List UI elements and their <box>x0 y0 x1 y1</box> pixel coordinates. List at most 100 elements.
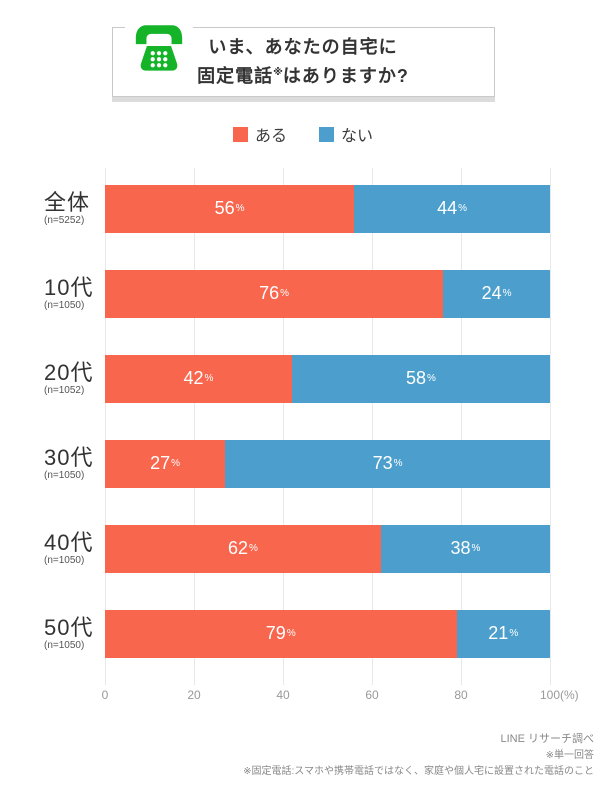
segment-value-unit: % <box>509 628 519 639</box>
category-name: 20代 <box>44 360 94 385</box>
segment-value: 21 <box>488 623 509 643</box>
note-landline-definition: ※固定電話:スマホや携帯電話ではなく、家庭や個人宅に設置された電話のこと <box>243 766 594 777</box>
segment-value: 56 <box>214 198 235 218</box>
category-label: 40代 (n=1050) <box>0 530 105 567</box>
segment-value: 73 <box>372 453 393 473</box>
bar-track: 62% 38% <box>105 524 550 573</box>
segment-value: 76 <box>259 283 280 303</box>
footnote-ref-mark: ※ <box>273 67 283 78</box>
x-tick-label: 40 <box>276 688 290 702</box>
segment-value-unit: % <box>286 628 296 639</box>
segment-value: 79 <box>265 623 286 643</box>
page-title: いま、あなたの自宅に 固定電話※はありますか? <box>197 35 409 89</box>
gridline <box>372 168 373 685</box>
x-axis-unit: (%) <box>560 688 579 702</box>
segment-value-unit: % <box>235 203 245 214</box>
bar-segment-ある: 62% <box>105 524 381 573</box>
segment-value: 44 <box>437 198 458 218</box>
segment-value-unit: % <box>171 458 181 469</box>
gridlines <box>105 168 551 685</box>
sample-size: (n=1050) <box>44 300 85 311</box>
legend-label-aru: ある <box>254 128 287 145</box>
bar-track: 76% 24% <box>105 269 550 318</box>
segment-value-unit: % <box>458 203 468 214</box>
bar-segment-ある: 56% <box>105 184 355 233</box>
gridline <box>283 168 284 685</box>
segment-value-unit: % <box>280 288 290 299</box>
gridline <box>461 168 462 685</box>
bar-rows: 全体 (n=5252) 56% 44% 10代 (n=1050) 76% 24% 20代 (n=1… <box>0 166 606 685</box>
segment-value: 38 <box>450 538 471 558</box>
source-credit: LINE リサーチ調べ <box>500 733 594 745</box>
x-tick-label: 80 <box>454 688 468 702</box>
legend-swatch-nai <box>319 126 334 142</box>
title-box: いま、あなたの自宅に 固定電話※はありますか? <box>111 15 495 97</box>
bar-segment-ない: 44% <box>354 184 550 233</box>
bar-track: 79% 21% <box>105 609 550 658</box>
legend-label-nai: ない <box>341 128 374 145</box>
x-tick-label: 60 <box>365 688 379 702</box>
sample-size: (n=1050) <box>44 555 85 566</box>
gridline <box>194 168 195 685</box>
category-name: 全体 <box>44 190 91 215</box>
bar-track: 42% 58% <box>105 354 550 403</box>
category-name: 10代 <box>44 275 94 300</box>
gridline <box>105 168 106 685</box>
bar-segment-ない: 58% <box>291 354 550 403</box>
bar-track: 56% 44% <box>105 184 550 233</box>
bar-row: 全体 (n=5252) 56% 44% <box>0 166 606 251</box>
x-tick-label: 0 <box>101 688 109 702</box>
bar-segment-ある: 42% <box>105 354 292 403</box>
bar-row: 10代 (n=1050) 76% 24% <box>0 251 606 336</box>
x-tick-label: 20 <box>187 688 201 702</box>
category-label: 50代 (n=1050) <box>0 615 105 652</box>
category-name: 40代 <box>44 530 94 555</box>
legend-swatch-aru <box>232 126 248 142</box>
segment-value: 42 <box>183 368 204 388</box>
segment-value: 58 <box>405 368 426 388</box>
bar-segment-ない: 21% <box>456 609 550 658</box>
category-label: 30代 (n=1050) <box>0 445 105 482</box>
category-name: 50代 <box>44 615 94 640</box>
gridline <box>550 168 551 685</box>
bar-segment-ある: 79% <box>105 609 457 658</box>
page-title-line1: いま、あなたの自宅に <box>208 37 398 57</box>
sample-size: (n=5252) <box>44 215 85 226</box>
bar-track: 27% 73% <box>105 439 550 488</box>
segment-value: 62 <box>227 538 248 558</box>
legend-item-aru: ある <box>232 122 287 146</box>
category-label: 10代 (n=1050) <box>0 275 105 312</box>
bar-segment-ない: 24% <box>443 269 550 318</box>
segment-value-unit: % <box>204 373 214 384</box>
bar-row: 30代 (n=1050) 27% 73% <box>0 421 606 506</box>
footer-notes: LINE リサーチ調べ ※単一回答 ※固定電話:スマホや携帯電話ではなく、家庭や… <box>243 731 594 780</box>
bar-segment-ない: 38% <box>380 524 550 573</box>
bar-segment-ある: 76% <box>105 269 444 318</box>
x-axis: (%) 0 20 40 60 80 100 <box>101 676 579 710</box>
segment-value-unit: % <box>502 288 512 299</box>
bar-row: 40代 (n=1050) 62% 38% <box>0 506 606 591</box>
stacked-bar-chart: 全体 (n=5252) 56% 44% 10代 (n=1050) 76% 24% 20代 (n=1… <box>0 166 606 710</box>
sample-size: (n=1052) <box>44 385 85 396</box>
bar-row: 20代 (n=1052) 42% 58% <box>0 336 606 421</box>
category-label: 全体 (n=5252) <box>0 190 105 227</box>
bar-segment-ない: 73% <box>225 439 550 488</box>
sample-size: (n=1050) <box>44 470 85 481</box>
legend-item-nai: ない <box>319 122 373 146</box>
phone-icon <box>124 15 193 77</box>
bar-segment-ある: 27% <box>105 439 226 488</box>
segment-value: 27 <box>150 453 171 473</box>
segment-value-unit: % <box>393 458 403 469</box>
x-tick-label: 100 <box>539 688 561 702</box>
segment-value: 24 <box>481 283 502 303</box>
note-single-answer: ※単一回答 <box>545 750 594 761</box>
sample-size: (n=1050) <box>44 640 85 651</box>
segment-value-unit: % <box>427 373 436 384</box>
page-title-line2: 固定電話※はありますか? <box>197 66 409 86</box>
segment-value-unit: % <box>249 543 258 554</box>
segment-value-unit: % <box>471 543 481 554</box>
category-label: 20代 (n=1052) <box>0 360 105 397</box>
bar-row: 50代 (n=1050) 79% 21% <box>0 591 606 676</box>
chart-legend: ある ない <box>0 122 606 146</box>
category-name: 30代 <box>44 445 94 470</box>
